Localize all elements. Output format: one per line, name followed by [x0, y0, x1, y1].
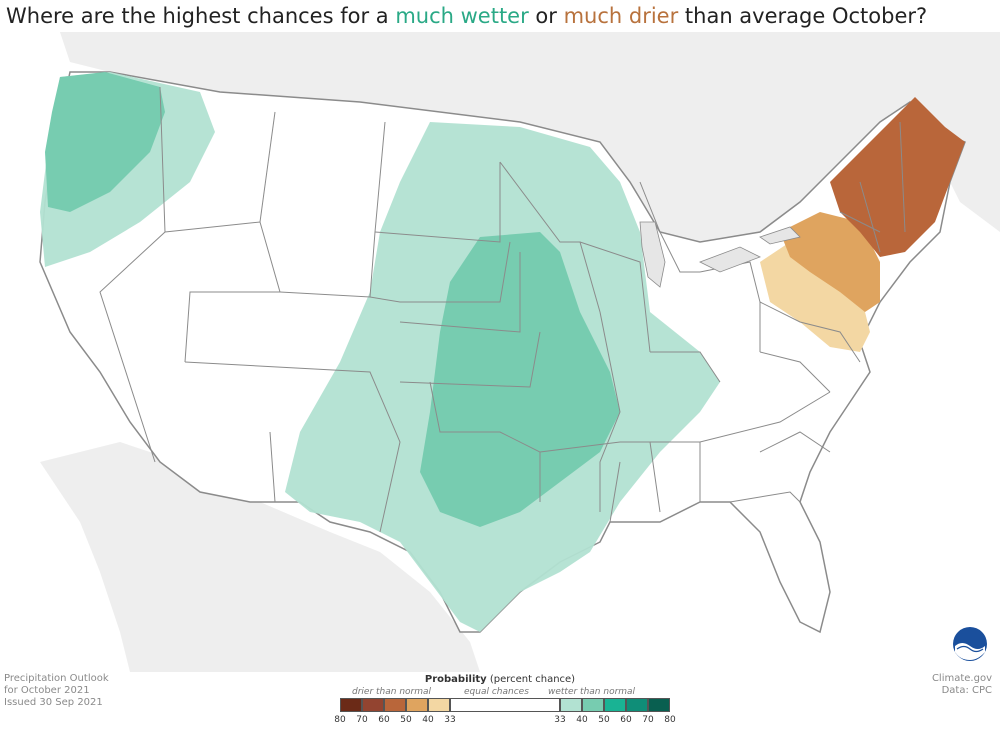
lake-erie — [699, 246, 761, 273]
title-dry-phrase: much drier — [563, 4, 679, 28]
mexico-land — [40, 442, 480, 672]
legend-wet-swatch — [626, 698, 648, 712]
footer-product: Precipitation Outlook — [4, 673, 109, 684]
legend-dry-swatch — [406, 698, 428, 712]
legend-wet-tick: 60 — [620, 715, 632, 725]
legend-wetter-label: wetter than normal — [548, 687, 636, 697]
legend-wet-swatch — [582, 698, 604, 712]
legend-wet-tick: 70 — [642, 715, 654, 725]
legend-dry-swatch — [340, 698, 362, 712]
title-prefix: Where are the highest chances for a — [6, 4, 396, 28]
footer-data-source: Data: CPC — [941, 685, 992, 696]
lake-ontario — [759, 226, 801, 245]
legend-wet-swatch — [604, 698, 626, 712]
footer-credit: Climate.gov — [931, 673, 992, 684]
legend-wet-tick: 40 — [576, 715, 588, 725]
legend-dry-tick: 40 — [422, 715, 434, 725]
legend-wet-swatch — [648, 698, 670, 712]
legend-wet-tick: 80 — [664, 715, 676, 725]
footer-period: for October 2021 — [4, 685, 90, 696]
legend-equal-label: equal chances — [464, 687, 529, 697]
legend-dry-tick: 70 — [356, 715, 368, 725]
dry-50-60-new-england — [830, 97, 965, 257]
legend-dry-swatch — [362, 698, 384, 712]
wet-medium-central — [420, 232, 620, 527]
legend-dry-tick: 60 — [378, 715, 390, 725]
legend-title: Probability (percent chance) — [424, 674, 576, 685]
legend-wet-swatch — [560, 698, 582, 712]
dry-40-50-ny-pa — [780, 212, 880, 312]
canada-land — [60, 32, 1000, 242]
wet-40-50-regions — [45, 72, 620, 527]
great-lakes — [639, 221, 801, 288]
dry-regions — [760, 97, 965, 352]
legend-drier-label: drier than normal — [352, 687, 432, 697]
title-wet-phrase: much wetter — [395, 4, 529, 28]
footer-issued: Issued 30 Sep 2021 — [4, 697, 103, 708]
legend-dry-swatch — [428, 698, 450, 712]
title-middle: or — [528, 4, 564, 28]
legend-dry-tick: 33 — [444, 715, 456, 725]
legend-dry-tick: 80 — [334, 715, 346, 725]
legend-dry-tick: 50 — [400, 715, 412, 725]
legend-equal-swatch — [450, 698, 560, 712]
noaa-logo-icon — [953, 627, 987, 661]
title-suffix: than average October? — [678, 4, 928, 28]
map-title: Where are the highest chances for a much… — [6, 4, 927, 28]
legend-dry-swatch — [384, 698, 406, 712]
lake-michigan — [639, 221, 666, 288]
probability-legend: Probability (percent chance) drier than … — [300, 674, 700, 732]
wet-medium-northwest — [45, 72, 165, 212]
outlook-map — [0, 32, 1000, 672]
credit-info: Climate.gov Data: CPC — [932, 673, 992, 697]
state-lines — [99, 86, 906, 533]
legend-wet-tick: 50 — [598, 715, 610, 725]
issue-info: Precipitation Outlook for October 2021 I… — [4, 673, 109, 709]
legend-wet-tick: 33 — [554, 715, 566, 725]
legend-color-bar — [300, 698, 700, 712]
map-svg — [0, 32, 1000, 672]
